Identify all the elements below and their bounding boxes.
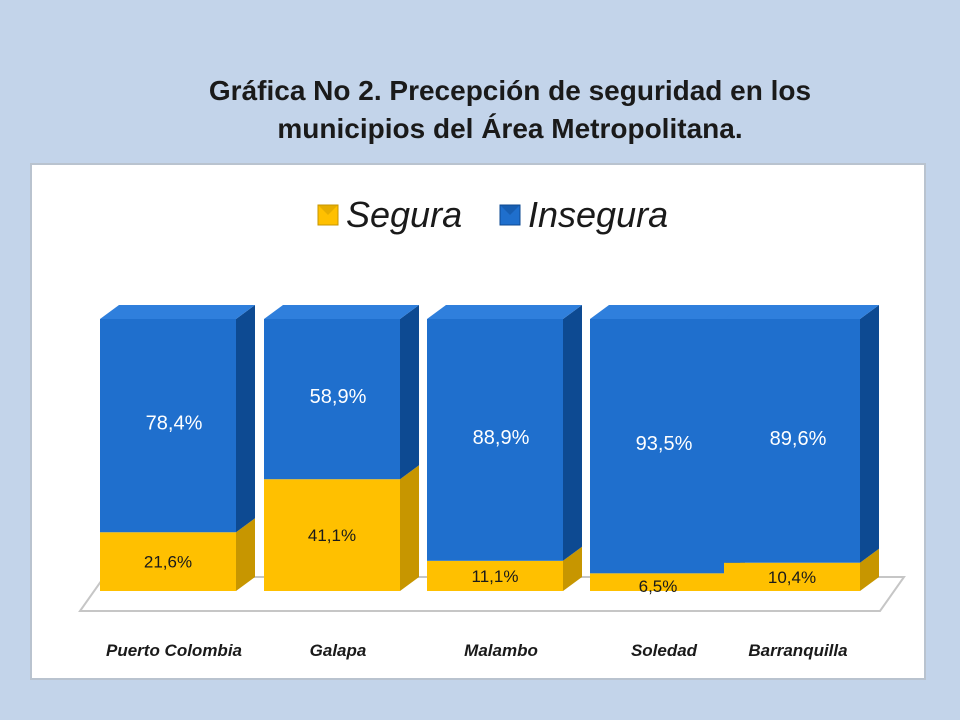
data-label-segura: 10,4% — [768, 568, 816, 587]
title-line-1: Gráfica No 2. Precepción de seguridad en… — [208, 75, 812, 106]
legend-label-insegura: Insegura — [528, 194, 668, 235]
category-label-galapa: Galapa — [310, 641, 367, 660]
bar-segment-segura — [427, 560, 563, 591]
bar-segment-insegura-side — [860, 305, 879, 563]
data-label-segura: 11,1% — [472, 567, 519, 586]
category-label-malambo: Malambo — [464, 641, 538, 660]
data-label-insegura: 88,9% — [473, 427, 530, 449]
category-labels: Puerto Colombia Galapa Malambo Soledad Barra… — [106, 641, 848, 660]
chart-area: Segura Insegura 21,6% 78,4% 41,1% 58,9% 11,1%… — [30, 163, 926, 680]
data-label-insegura: 89,6% — [770, 428, 827, 450]
bar-top-face — [724, 305, 879, 319]
legend: Segura Insegura — [317, 194, 668, 235]
slide-title: Gráfica No 2. Precepción de seguridad en… — [120, 72, 900, 148]
legend-swatch-shade — [500, 205, 520, 215]
data-label-segura: 21,6% — [144, 553, 192, 572]
legend-swatch-segura — [317, 204, 339, 226]
bar-segment-segura-side — [236, 518, 255, 591]
data-label-insegura: 78,4% — [146, 413, 203, 435]
data-label-segura: 41,1% — [308, 526, 356, 545]
bar-malambo: 11,1% 88,9% — [427, 305, 582, 591]
bar-segment-insegura — [427, 319, 563, 561]
category-label-puerto-colombia: Puerto Colombia — [106, 641, 242, 660]
bar-segment-segura — [590, 573, 726, 591]
bar-segment-segura-side — [563, 546, 582, 591]
legend-swatch-insegura — [499, 204, 521, 226]
bar-top-face — [100, 305, 255, 319]
bar-barranquilla: 10,4% 89,6% — [724, 305, 879, 591]
legend-label-segura: Segura — [346, 194, 462, 235]
bar-segment-insegura — [724, 319, 860, 563]
bar-galapa: 41,1% 58,9% — [264, 305, 419, 591]
bar-segment-insegura-side — [236, 305, 255, 533]
legend-swatch-shade — [318, 205, 338, 215]
data-label-insegura: 58,9% — [310, 386, 367, 408]
bar-segment-segura-side — [860, 548, 879, 591]
bar-segment-insegura — [590, 319, 726, 574]
bar-segment-insegura-side — [400, 305, 419, 480]
stacked-bar-chart: Segura Insegura 21,6% 78,4% 41,1% 58,9% 11,1%… — [78, 194, 906, 660]
bar-segment-segura — [100, 532, 236, 591]
title-line-2: municipios del Área Metropolitana. — [277, 113, 743, 144]
bar-segment-insegura-side — [563, 305, 582, 561]
bar-segment-segura — [724, 562, 860, 591]
data-label-insegura: 93,5% — [636, 433, 693, 455]
bar-top-face — [590, 305, 745, 319]
bar-top-face — [264, 305, 419, 319]
bar-segment-insegura — [100, 319, 236, 533]
data-label-segura: 6,5% — [639, 577, 678, 596]
bar-segment-segura — [264, 479, 400, 591]
bar-puerto-colombia: 21,6% 78,4% — [100, 305, 255, 591]
bar-top-face — [427, 305, 582, 319]
legend-item-insegura: Insegura — [499, 194, 668, 235]
bar-soledad: 6,5% 93,5% — [590, 305, 745, 596]
category-label-soledad: Soledad — [631, 641, 698, 660]
bar-segment-insegura — [264, 319, 400, 480]
bars-group: 21,6% 78,4% 41,1% 58,9% 11,1% 88,9% 6,5% 93,5% 1… — [100, 305, 879, 596]
bar-segment-segura-side — [400, 465, 419, 591]
category-label-barranquilla: Barranquilla — [748, 641, 847, 660]
legend-item-segura: Segura — [317, 194, 462, 235]
